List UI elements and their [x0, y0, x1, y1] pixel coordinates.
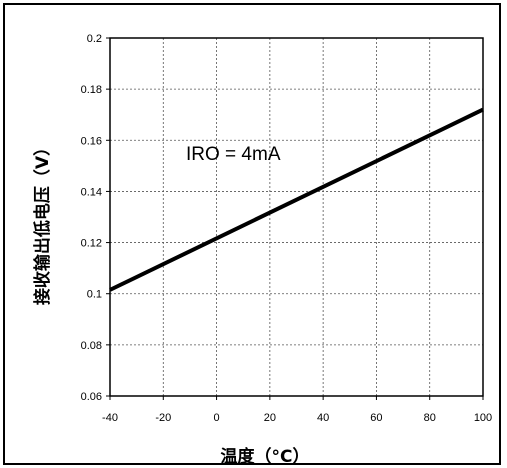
x-tick-label: 80 — [424, 412, 436, 424]
x-tick-labels: -40 -20 0 20 40 60 80 100 — [102, 412, 492, 424]
tick-marks — [106, 37, 484, 400]
x-tick-label: -40 — [102, 412, 118, 424]
series-layer — [109, 107, 484, 292]
y-tick-label: 0.2 — [87, 33, 102, 45]
y-tick-labels: 0.06 0.08 0.1 0.12 0.14 0.16 0.18 0.2 — [81, 33, 102, 403]
y-tick-label: 0.12 — [81, 238, 102, 250]
plot-area-border — [109, 37, 484, 397]
annotation-iro: IRO = 4mA — [186, 144, 281, 165]
x-tick-label: 40 — [317, 412, 329, 424]
grid — [110, 38, 483, 396]
x-tick-label: 0 — [214, 412, 220, 424]
x-tick-label: 20 — [264, 412, 276, 424]
x-tick-label: -20 — [155, 412, 171, 424]
y-tick-label: 0.1 — [87, 289, 102, 301]
y-tick-label: 0.06 — [81, 391, 102, 403]
y-tick-label: 0.14 — [81, 186, 102, 198]
y-tick-label: 0.18 — [81, 84, 102, 96]
series-line — [109, 107, 484, 292]
x-tick-label: 60 — [370, 412, 382, 424]
x-tick-label: 100 — [474, 412, 492, 424]
x-axis-title: 温度（°C） — [221, 446, 310, 467]
y-tick-label: 0.16 — [81, 135, 102, 147]
chart-frame — [3, 3, 501, 465]
y-tick-label: 0.08 — [81, 340, 102, 352]
y-axis-title: 接收输出低电压（V） — [32, 139, 53, 305]
